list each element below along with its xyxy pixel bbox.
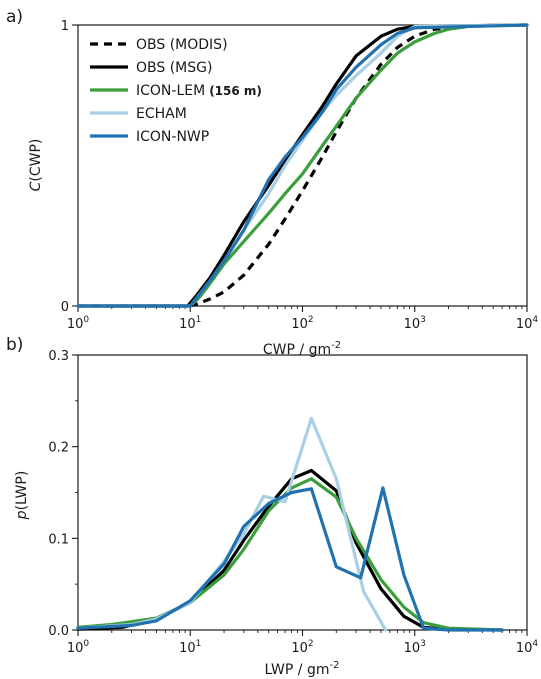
panel-a-x-axis-label: CWP / gm-2 bbox=[263, 340, 341, 358]
panel-a-x-tick-label: 103 bbox=[404, 315, 426, 332]
panel-b-axes-frame bbox=[77, 354, 528, 631]
panel-a-cwp-cdf: a) 100 101 102 103 104 0 1 OBS (MODIS) OBS (MSG… bbox=[6, 7, 538, 358]
panel-b-x-tick-label: 101 bbox=[179, 639, 201, 656]
legend-label-echam: ECHAM bbox=[136, 106, 187, 122]
legend: OBS (MODIS) OBS (MSG) ICON-LEM (156 m) ECHAM… bbox=[90, 37, 262, 145]
panel-b-series-icon-lem bbox=[76, 477, 504, 632]
panel-a-x-tick-label: 100 bbox=[67, 315, 90, 332]
panel-b-y-tick-label: 0.1 bbox=[48, 532, 69, 547]
panel-b-y-tick-label: 0.3 bbox=[48, 349, 69, 364]
panel-a-x-tick-label: 104 bbox=[516, 315, 539, 332]
panel-a-y-tick-label: 0 bbox=[61, 300, 69, 315]
panel-b-y-tick-label: 0.0 bbox=[48, 624, 69, 639]
panel-b-label: b) bbox=[6, 335, 23, 355]
panel-a-series-icon-nwp bbox=[76, 23, 529, 308]
panel-b-series-icon-nwp bbox=[76, 486, 504, 632]
panel-a-x-tick-label: 102 bbox=[291, 315, 313, 332]
panel-b-y-axis-label: p(LWP) bbox=[14, 471, 30, 521]
panel-a-series-obs-modis bbox=[78, 23, 528, 308]
panel-b-x-tick-label: 100 bbox=[67, 639, 90, 656]
legend-label-obs-msg: OBS (MSG) bbox=[136, 60, 212, 76]
legend-label-icon-lem: ICON-LEM (156 m) bbox=[136, 83, 262, 99]
panel-b-lwp-pdf: b) 100 101 102 103 104 0.0 0.1 0.2 0.3 LWP / gm-… bbox=[6, 335, 538, 678]
legend-label-obs-modis: OBS (MODIS) bbox=[136, 37, 228, 53]
panel-b-series-echam bbox=[76, 416, 388, 632]
panel-a-series-icon-lem bbox=[76, 23, 529, 308]
panel-b-x-tick-label: 104 bbox=[516, 639, 539, 656]
panel-a-y-axis-label: C(CWP) bbox=[28, 139, 44, 192]
panel-b-x-tick-label: 102 bbox=[291, 639, 313, 656]
panel-a-x-tick-label: 101 bbox=[179, 315, 201, 332]
panel-a-y-tick-label: 1 bbox=[61, 19, 69, 34]
legend-label-icon-nwp: ICON-NWP bbox=[136, 129, 209, 145]
panel-b-y-tick-label: 0.2 bbox=[48, 441, 69, 456]
panel-b-x-tick-label: 103 bbox=[404, 639, 426, 656]
panel-b-x-axis-label: LWP / gm-2 bbox=[265, 660, 340, 678]
panel-a-label: a) bbox=[6, 7, 23, 27]
